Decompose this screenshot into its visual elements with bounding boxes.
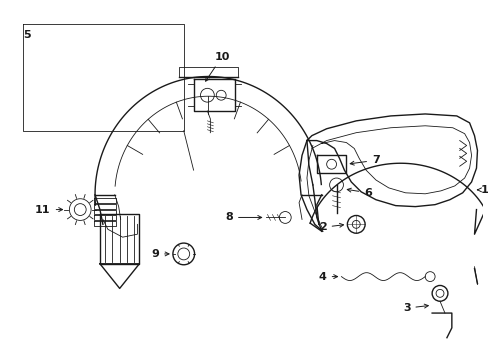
Text: 9: 9	[151, 249, 169, 259]
Text: 11: 11	[35, 204, 62, 215]
Text: 10: 10	[205, 52, 229, 81]
Text: 7: 7	[349, 155, 379, 165]
Text: 2: 2	[318, 222, 343, 232]
Text: 6: 6	[346, 188, 371, 198]
Text: 8: 8	[225, 212, 261, 222]
Text: 3: 3	[402, 303, 427, 313]
Text: 4: 4	[318, 271, 337, 282]
Text: 1: 1	[476, 185, 487, 195]
Text: 5: 5	[23, 30, 31, 40]
